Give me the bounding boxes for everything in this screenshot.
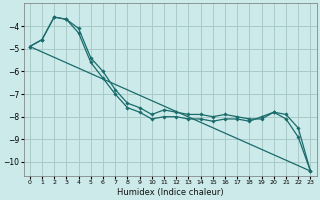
X-axis label: Humidex (Indice chaleur): Humidex (Indice chaleur): [117, 188, 223, 197]
